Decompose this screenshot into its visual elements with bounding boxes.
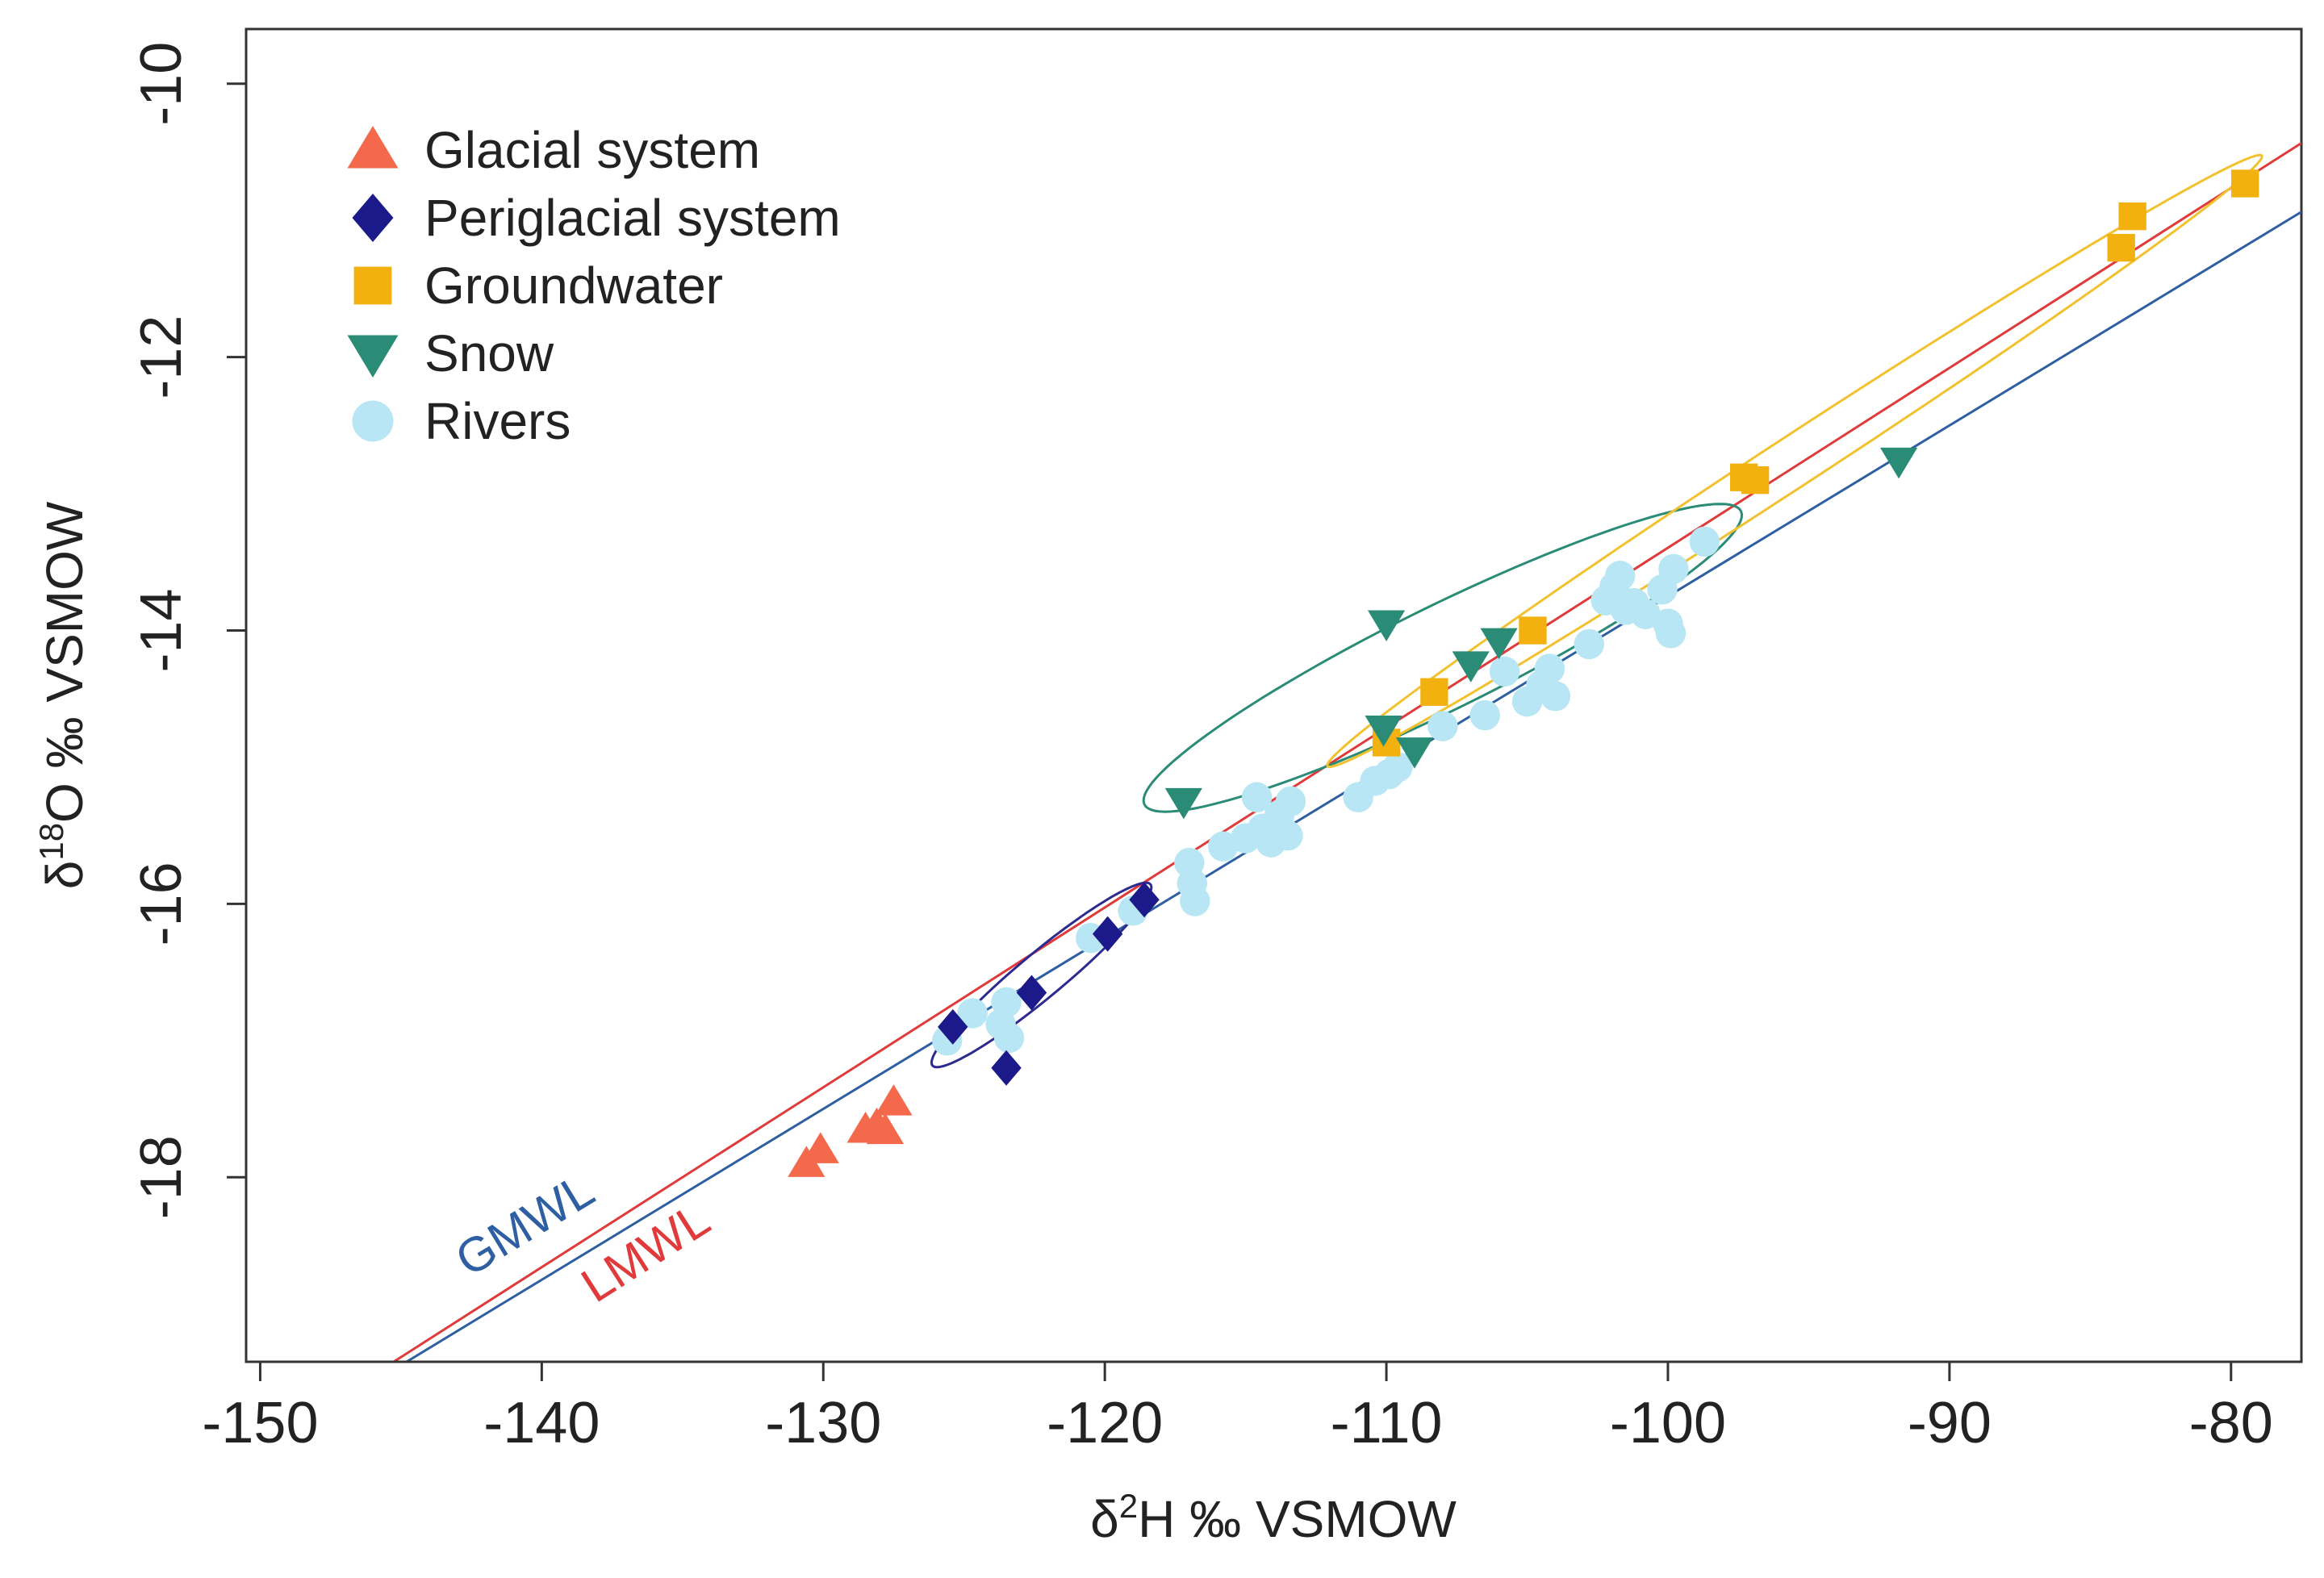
data-point-snow bbox=[1452, 651, 1490, 683]
data-point-groundwater bbox=[2107, 233, 2135, 262]
legend-marker-rivers bbox=[352, 400, 394, 442]
x-tick-label: -150 bbox=[202, 1391, 318, 1455]
legend-label: Groundwater bbox=[424, 257, 723, 315]
data-point-periglacial-system bbox=[938, 1008, 968, 1045]
snow-ellipse bbox=[1142, 503, 1744, 813]
y-tick-label: -18 bbox=[129, 1135, 194, 1219]
legend-marker-periglacial-system bbox=[352, 194, 394, 242]
data-point-snow bbox=[1164, 787, 1202, 820]
x-axis-label-sup: 2 bbox=[1119, 1487, 1138, 1525]
legend-item-glacial-system: Glacial system bbox=[347, 121, 760, 179]
data-point-rivers bbox=[1382, 752, 1413, 783]
data-point-rivers bbox=[957, 998, 988, 1029]
data-point-rivers bbox=[1534, 653, 1565, 684]
periglacial-ellipse bbox=[930, 881, 1153, 1069]
data-point-rivers bbox=[1540, 681, 1571, 712]
data-point-periglacial-system bbox=[991, 1050, 1022, 1086]
data-point-groundwater bbox=[1519, 616, 1547, 645]
ellipses bbox=[930, 153, 2263, 1069]
data-point-rivers bbox=[1689, 526, 1720, 557]
x-tick-label: -110 bbox=[1331, 1391, 1443, 1455]
series-groundwater bbox=[1372, 169, 2259, 757]
data-point-rivers bbox=[1427, 711, 1458, 741]
x-axis-label: δ2H ‰ VSMOW bbox=[1090, 1487, 1457, 1548]
legend-label: Snow bbox=[424, 324, 554, 382]
x-tick-label: -120 bbox=[1047, 1391, 1163, 1455]
y-tick-label: -12 bbox=[129, 315, 194, 399]
series-glacial-system bbox=[788, 1084, 913, 1177]
legend-label: Rivers bbox=[424, 392, 571, 450]
y-tick-label: -10 bbox=[129, 42, 194, 126]
legend-item-rivers: Rivers bbox=[352, 392, 571, 450]
data-point-snow bbox=[1879, 447, 1918, 479]
x-tick-label: -100 bbox=[1610, 1391, 1726, 1455]
data-point-rivers bbox=[1273, 820, 1303, 851]
data-point-snow bbox=[1395, 737, 1434, 769]
x-tick-label: -80 bbox=[2189, 1391, 2273, 1455]
data-point-rivers bbox=[993, 1022, 1025, 1054]
legend-item-periglacial-system: Periglacial system bbox=[352, 189, 841, 247]
data-point-rivers bbox=[1469, 699, 1500, 731]
data-point-rivers bbox=[1658, 553, 1689, 584]
data-point-rivers bbox=[1574, 628, 1604, 660]
data-point-groundwater bbox=[2231, 169, 2259, 198]
legend-label: Periglacial system bbox=[424, 189, 841, 247]
data-point-periglacial-system bbox=[1092, 916, 1123, 952]
data-point-glacial-system bbox=[801, 1132, 839, 1163]
y-axis-label-text: O ‰ VSMOW bbox=[36, 501, 94, 823]
series-periglacial-system bbox=[938, 882, 1160, 1086]
data-point-glacial-system bbox=[875, 1084, 913, 1116]
x-axis-label-delta: δ bbox=[1090, 1490, 1119, 1548]
data-point-rivers bbox=[1180, 886, 1210, 916]
data-point-periglacial-system bbox=[1129, 882, 1160, 918]
legend-marker-glacial-system bbox=[347, 126, 399, 169]
data-points bbox=[788, 169, 2259, 1177]
data-point-rivers bbox=[991, 987, 1022, 1018]
data-point-rivers bbox=[1241, 782, 1273, 812]
data-point-rivers bbox=[1655, 618, 1687, 649]
legend: Glacial system Periglacial system Groundwa… bbox=[347, 121, 841, 450]
x-tick-label: -130 bbox=[765, 1391, 881, 1455]
data-point-periglacial-system bbox=[1016, 975, 1047, 1011]
y-tick-label: -16 bbox=[129, 862, 194, 946]
x-tick-label: -140 bbox=[483, 1391, 600, 1455]
legend-marker-snow bbox=[347, 335, 399, 378]
y-tick-label: -14 bbox=[129, 588, 194, 672]
data-point-snow bbox=[1365, 716, 1402, 747]
x-tick-label: -90 bbox=[1908, 1391, 1992, 1455]
data-point-rivers bbox=[1604, 561, 1636, 591]
legend-label: Glacial system bbox=[424, 121, 760, 179]
y-axis: -10 -12 -14 -16 -18 bbox=[129, 42, 248, 1219]
data-point-groundwater bbox=[2118, 202, 2146, 231]
lmwl-line bbox=[391, 142, 2301, 1362]
data-point-glacial-system bbox=[866, 1113, 905, 1145]
series-rivers bbox=[932, 526, 1720, 1056]
data-point-rivers bbox=[1489, 656, 1520, 687]
data-point-rivers bbox=[1630, 599, 1661, 629]
data-point-groundwater bbox=[1741, 465, 1770, 495]
series-snow bbox=[1164, 447, 1918, 820]
legend-item-snow: Snow bbox=[347, 324, 554, 382]
data-point-snow bbox=[1367, 610, 1406, 642]
y-axis-label-delta: δ bbox=[36, 861, 94, 890]
data-point-snow bbox=[1480, 628, 1518, 660]
x-axis-label-text: H ‰ VSMOW bbox=[1138, 1490, 1457, 1548]
y-axis-label: δ18O ‰ VSMOW bbox=[32, 501, 94, 889]
legend-item-groundwater: Groundwater bbox=[353, 257, 723, 315]
data-point-rivers bbox=[1275, 786, 1306, 817]
x-axis: -150 -140 -130 -120 -110 -100 -90 -80 bbox=[202, 1360, 2273, 1455]
legend-marker-groundwater bbox=[353, 266, 392, 305]
groundwater-ellipse bbox=[1326, 153, 2263, 769]
data-point-groundwater bbox=[1420, 678, 1448, 706]
y-axis-label-sup: 18 bbox=[32, 823, 70, 861]
